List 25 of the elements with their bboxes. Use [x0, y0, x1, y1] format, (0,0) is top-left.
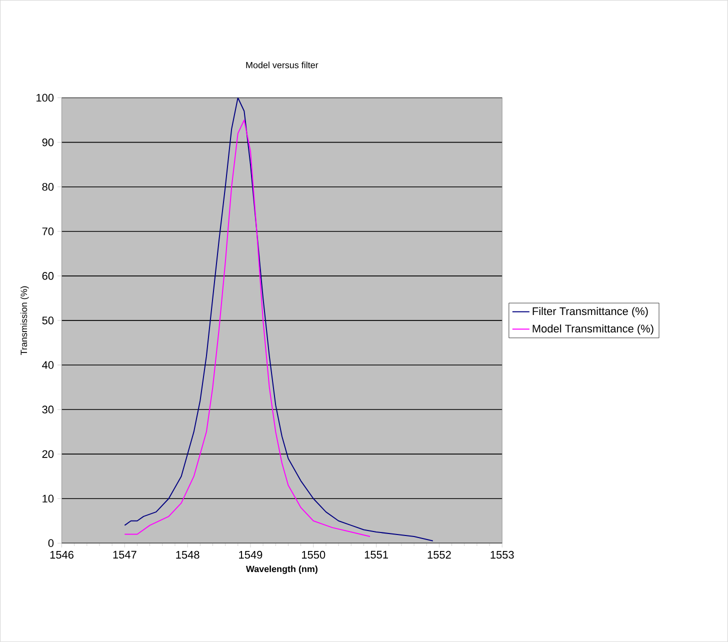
y-tick-label: 20	[42, 450, 54, 458]
y-tick-label: 30	[42, 406, 54, 414]
y-axis-title: Transmission (%)	[20, 286, 29, 356]
y-tick-label: 80	[42, 183, 54, 191]
line-series	[124, 120, 371, 537]
x-tick-label: 1546	[50, 550, 74, 559]
x-axis-title: Wavelength (nm)	[246, 566, 318, 574]
y-tick-label: 60	[42, 272, 54, 280]
y-tick-label: 10	[42, 494, 54, 503]
y-tick-label: 40	[42, 361, 54, 369]
x-tick-label: 1552	[428, 550, 451, 559]
x-tick-label: 1549	[239, 550, 262, 559]
x-tick-label: 1548	[176, 550, 200, 559]
chart-title: Model versus filter	[246, 62, 318, 68]
x-tick-label: 1553	[490, 550, 514, 559]
x-tick-label: 1551	[364, 550, 388, 559]
legend-label: Model Transmittance (%)	[532, 324, 654, 335]
y-tick-label: 50	[42, 316, 54, 324]
x-tick-label: 1550	[302, 550, 326, 559]
y-tick-label: 90	[42, 138, 54, 146]
y-tick-label: 100	[36, 94, 54, 102]
legend-label: Filter Transmittance (%)	[532, 307, 648, 318]
y-tick-label: 70	[42, 228, 54, 236]
x-tick-label: 1547	[113, 550, 136, 559]
y-tick-label: 0	[48, 539, 54, 548]
